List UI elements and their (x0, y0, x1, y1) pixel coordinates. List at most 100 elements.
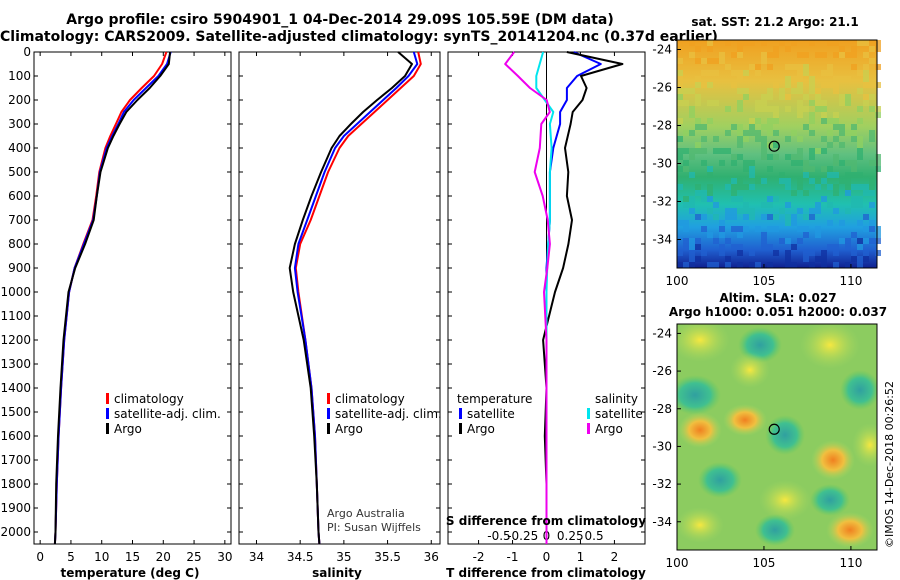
sst-pixel (737, 142, 743, 148)
sst-pixel (815, 94, 821, 100)
sst-pixel (701, 124, 707, 130)
sst-pixel (809, 118, 815, 124)
sst-pixel (773, 118, 779, 124)
sst-pixel (701, 148, 707, 154)
lon-tick-label: 110 (839, 556, 862, 570)
sst-pixel (761, 40, 767, 46)
x-tick-label: 5 (67, 550, 75, 564)
sst-pixel (767, 94, 773, 100)
sst-pixel (689, 52, 695, 58)
sst-pixel (821, 262, 827, 268)
sst-pixel (701, 82, 707, 88)
sst-pixel (749, 40, 755, 46)
sst-pixel (719, 148, 725, 154)
sst-pixel (767, 214, 773, 220)
series-line-satellite-adj--clim- (293, 51, 419, 545)
sst-pixel (761, 238, 767, 244)
sst-pixel (857, 136, 863, 142)
sst-pixel (749, 166, 755, 172)
sst-pixel (761, 178, 767, 184)
sst-pixel (695, 94, 701, 100)
s-tick-label: -0.5 (487, 529, 510, 543)
sst-pixel (815, 256, 821, 262)
lon-tick-label: 105 (753, 556, 776, 570)
series-line-satellite-adj--clim- (53, 51, 172, 545)
sst-pixel (713, 58, 719, 64)
sla-float-marker (768, 423, 780, 435)
sst-pixel (791, 64, 797, 70)
y-tick-label: 700 (8, 213, 31, 227)
sst-pixel (779, 238, 785, 244)
sst-pixel (737, 184, 743, 190)
sst-pixel (713, 100, 719, 106)
x-tick-label: 34.5 (287, 550, 314, 564)
sst-pixel (725, 262, 731, 268)
y-tick-label: 1400 (0, 381, 31, 395)
sst-pixel (767, 196, 773, 202)
sst-pixel (809, 76, 815, 82)
sst-pixel (803, 106, 809, 112)
sst-pixel (707, 46, 713, 52)
y-tick-label: 1100 (0, 309, 31, 323)
sst-pixel (857, 70, 863, 76)
sst-pixel (869, 184, 875, 190)
sst-pixel (833, 52, 839, 58)
sst-pixel (731, 184, 737, 190)
sst-pixel (809, 214, 815, 220)
sst-pixel (797, 184, 803, 190)
sst-pixel (809, 88, 815, 94)
sst-pixel (725, 214, 731, 220)
sst-pixel (821, 250, 827, 256)
x-tick-label: 34 (249, 550, 264, 564)
sst-pixel (833, 112, 839, 118)
sst-pixel (797, 154, 803, 160)
sst-pixel (851, 130, 857, 136)
sst-pixel (797, 160, 803, 166)
sst-pixel (773, 154, 779, 160)
legend-swatch-argo (327, 423, 330, 434)
legend-label-t-satellite: satellite (467, 407, 515, 421)
sst-pixel (755, 106, 761, 112)
sst-pixel (875, 226, 881, 232)
sst-pixel (875, 46, 881, 52)
sst-pixel (803, 70, 809, 76)
sst-pixel (821, 148, 827, 154)
sst-pixel (863, 76, 869, 82)
sst-pixel (869, 94, 875, 100)
sst-pixel (833, 172, 839, 178)
sst-pixel (845, 52, 851, 58)
legend-label-t-argo: Argo (467, 422, 495, 436)
sst-pixel (773, 52, 779, 58)
sst-pixel (851, 202, 857, 208)
x-tick-label: 25 (186, 550, 201, 564)
sst-pixel (797, 52, 803, 58)
sst-pixel (677, 100, 683, 106)
sst-pixel (839, 94, 845, 100)
difference-legend: temperature satellite Argo salinity sate… (457, 392, 643, 436)
sst-pixel (839, 124, 845, 130)
sst-pixel (695, 100, 701, 106)
sst-pixel (875, 166, 881, 172)
sla-map-frame (676, 323, 878, 551)
sst-pixel (677, 88, 683, 94)
sst-pixel (833, 136, 839, 142)
y-tick-label: 1000 (0, 285, 31, 299)
sst-pixel (731, 160, 737, 166)
sst-pixel (677, 70, 683, 76)
sst-pixel (815, 106, 821, 112)
sst-pixel (725, 208, 731, 214)
sst-pixel (797, 136, 803, 142)
sst-pixel (761, 148, 767, 154)
chart-title-line2: Climatology: CARS2009. Satellite-adjuste… (0, 29, 718, 45)
sst-map-ticks: 100 105 110 -24 -26 -28 -30 -32 -34 (652, 43, 862, 289)
sst-pixel (689, 196, 695, 202)
sst-pixel (737, 226, 743, 232)
sst-pixel (677, 136, 683, 142)
sst-pixel (761, 106, 767, 112)
sst-pixel (869, 82, 875, 88)
sst-pixel (695, 148, 701, 154)
y-tick-label: 600 (8, 189, 31, 203)
sst-pixel (731, 124, 737, 130)
sst-pixel (809, 166, 815, 172)
sst-pixel (833, 82, 839, 88)
